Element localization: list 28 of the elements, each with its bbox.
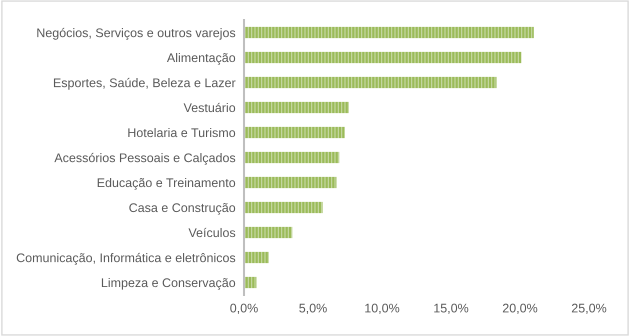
x-tick-label: 25,0% — [572, 304, 606, 314]
y-tick-label: Esportes, Saúde, Beleza e Lazer — [54, 78, 236, 90]
y-tick-label: Acessórios Pessoais e Calçados — [54, 152, 236, 165]
bar — [244, 252, 269, 264]
y-tick-label: Vestuário — [184, 102, 236, 112]
bar — [244, 76, 497, 88]
x-tick-label: 15,0% — [434, 304, 468, 314]
x-tick-label: 10,0% — [365, 304, 400, 314]
y-tick-label: Educação e Treinamento — [98, 178, 236, 190]
bar — [244, 152, 340, 164]
bar — [244, 226, 292, 238]
y-tick-label: Alimentação — [166, 52, 236, 65]
bar — [244, 52, 522, 64]
x-tick-label: 5,0% — [299, 304, 327, 314]
y-tick-label: Casa e Construção — [129, 203, 236, 215]
x-tick-label: 0,0% — [230, 304, 258, 314]
bar — [244, 202, 323, 214]
bar — [244, 26, 534, 38]
bar — [244, 176, 336, 188]
bar — [244, 126, 345, 138]
bar — [244, 276, 256, 288]
x-tick-label: 20,0% — [502, 304, 538, 314]
bar — [244, 102, 349, 114]
y-tick-label: Comunicação, Informática e eletrônicos — [16, 252, 236, 265]
y-tick-label: Veículos — [188, 228, 236, 238]
y-tick-label: Negócios, Serviços e outros varejos — [37, 28, 236, 40]
y-tick-label: Hotelaria e Turismo — [128, 128, 236, 138]
y-tick-label: Limpeza e Conservação — [102, 278, 236, 290]
